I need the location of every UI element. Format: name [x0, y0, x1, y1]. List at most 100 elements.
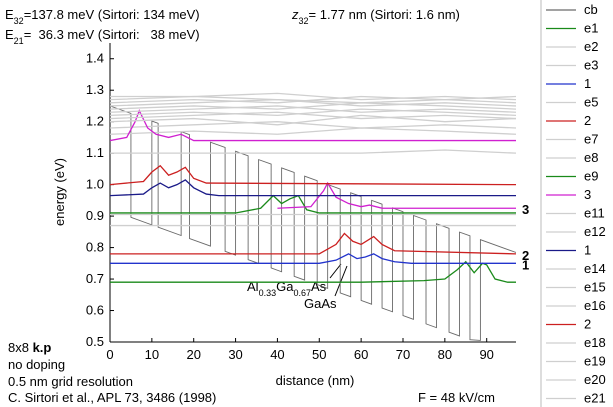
legend-label: e9: [584, 169, 598, 184]
legend-label: e19: [584, 354, 606, 369]
legend-label: e14: [584, 261, 606, 276]
x-axis-label: distance (nm): [276, 373, 355, 388]
annotation-part: no doping: [8, 357, 65, 372]
series-end-label: 1: [522, 257, 529, 272]
x-tick-label: 90: [479, 347, 493, 362]
y-tick-label: 1.0: [86, 177, 104, 192]
series-line: [110, 260, 516, 283]
annotation-part: Ga: [276, 279, 294, 294]
annotation-part: 0.5 nm grid resolution: [8, 374, 133, 389]
annotation-part: 21: [14, 36, 24, 46]
annotation: 8x8 k.p: [8, 340, 51, 355]
y-tick-label: 1.2: [86, 114, 104, 129]
annotation: GaAs: [304, 296, 337, 311]
series-end-label: 2: [522, 248, 529, 263]
annotation-part: 32: [14, 16, 24, 26]
series-line: [110, 95, 516, 104]
y-tick-label: 1.4: [86, 51, 104, 66]
plot-area: [110, 92, 516, 341]
annotation-part: E: [5, 7, 14, 22]
annotation-part: z: [291, 7, 299, 22]
annotation-part: 0.67: [293, 288, 311, 298]
legend-label: e12: [584, 224, 606, 239]
x-tick-label: 60: [354, 347, 368, 362]
y-tick-label: 0.5: [86, 334, 104, 349]
y-tick-label: 0.6: [86, 303, 104, 318]
annotation: no doping: [8, 357, 65, 372]
series-line: [110, 92, 516, 101]
legend-label: 1: [584, 76, 591, 91]
annotation: F = 48 kV/cm: [418, 390, 495, 405]
series-line: [110, 109, 516, 209]
y-axis-label: energy (eV): [52, 158, 67, 226]
series-line: [110, 121, 516, 129]
annotation: E21= 36.3 meV (Sirtori: 38 meV): [5, 27, 200, 46]
annotation-part: C. Sirtori et al., APL 73, 3486 (1998): [8, 390, 216, 405]
legend-label: 2: [584, 113, 591, 128]
annotation-part: E: [5, 27, 14, 42]
series-line: [110, 114, 516, 126]
legend-label: e5: [584, 95, 598, 110]
annotation-part: =137.8 meV (Sirtori: 134 meV): [24, 7, 200, 22]
legend-label: e3: [584, 58, 598, 73]
y-tick-label: 1.1: [86, 145, 104, 160]
y-tick-label: 0.7: [86, 271, 104, 286]
legend-label: e16: [584, 298, 606, 313]
series-line: [110, 105, 516, 341]
annotation: z32= 1.77 nm (Sirtori: 1.6 nm): [291, 7, 460, 26]
series-line: [110, 253, 516, 264]
x-tick-label: 10: [145, 347, 159, 362]
annotation-part: GaAs: [304, 296, 337, 311]
annotation: 0.5 nm grid resolution: [8, 374, 133, 389]
legend-label: 1: [584, 243, 591, 258]
legend-label: e20: [584, 372, 606, 387]
y-tick-label: 1.3: [86, 82, 104, 97]
legend-label: e18: [584, 335, 606, 350]
series-line: [110, 194, 516, 214]
legend-label: e21: [584, 391, 606, 406]
series-line: [110, 179, 516, 197]
series-line: [110, 108, 516, 117]
x-tick-label: 80: [438, 347, 452, 362]
annotation-part: Al: [247, 279, 259, 294]
annotation-part: 32: [299, 16, 309, 26]
series-line: [110, 105, 516, 113]
series-line: [110, 232, 516, 255]
series-end-label: 3: [522, 202, 529, 217]
arrow: [334, 265, 348, 297]
legend-label: e7: [584, 132, 598, 147]
arrow: [329, 263, 342, 279]
annotation-part: F = 48 kV/cm: [418, 390, 495, 405]
x-tick-label: 0: [106, 347, 113, 362]
legend-label: e15: [584, 280, 606, 295]
series-line: [110, 98, 516, 107]
x-tick-label: 20: [186, 347, 200, 362]
legend-label: e11: [584, 206, 605, 221]
annotation-part: As: [311, 279, 327, 294]
annotation-part: = 36.3 meV (Sirtori: 38 meV): [24, 27, 200, 42]
y-tick-label: 0.9: [86, 208, 104, 223]
x-tick-label: 70: [396, 347, 410, 362]
legend-label: 2: [584, 317, 591, 332]
series-line: [110, 111, 516, 120]
annotation-part: 8x8: [8, 340, 33, 355]
legend-label: 3: [584, 187, 591, 202]
legend-label: cb: [584, 2, 598, 17]
annotation-part: k.p: [33, 340, 52, 355]
x-tick-label: 30: [228, 347, 242, 362]
series-line: [110, 102, 516, 110]
series-line: [110, 149, 516, 154]
annotation-part: 0.33: [259, 288, 277, 298]
annotation-part: = 1.77 nm (Sirtori: 1.6 nm): [309, 7, 460, 22]
series-line: [110, 164, 516, 186]
x-tick-label: 50: [312, 347, 326, 362]
legend-label: e8: [584, 150, 598, 165]
x-tick-label: 40: [270, 347, 284, 362]
legend-label: e1: [584, 21, 598, 36]
y-tick-label: 0.8: [86, 240, 104, 255]
legend-label: e2: [584, 39, 598, 54]
annotation: C. Sirtori et al., APL 73, 3486 (1998): [8, 390, 216, 405]
series-line: [110, 127, 516, 135]
annotation: E32=137.8 meV (Sirtori: 134 meV): [5, 7, 200, 26]
